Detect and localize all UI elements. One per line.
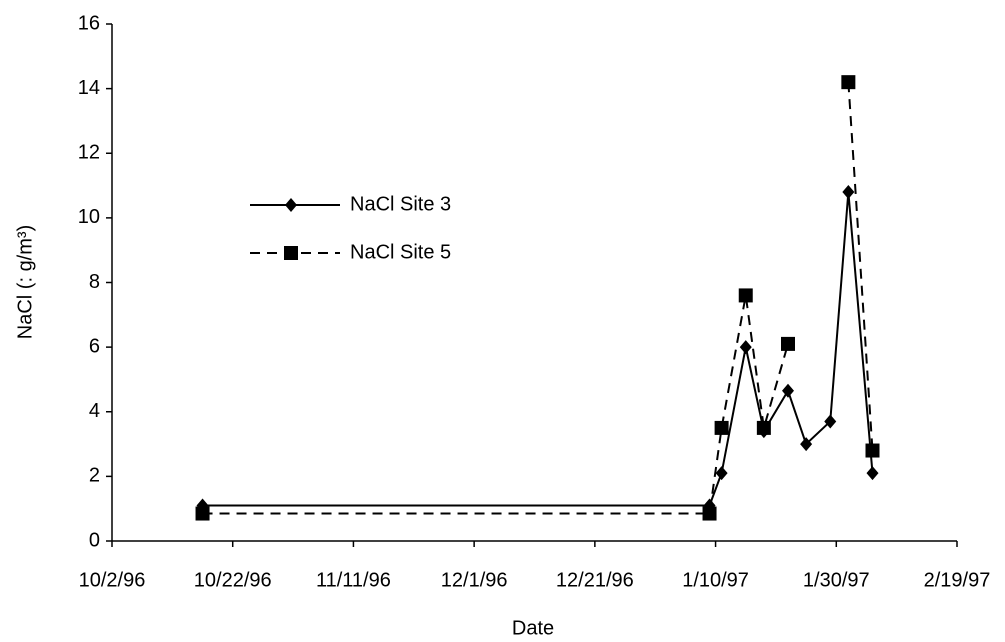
y-tick-label: 4 [89, 400, 100, 422]
y-tick-label: 2 [89, 465, 100, 487]
x-tick-label: 12/21/96 [556, 569, 634, 591]
marker [781, 336, 795, 351]
legend-label: NaCl Site 3 [350, 193, 451, 215]
marker [756, 420, 771, 435]
x-tick-label: 10/2/96 [79, 569, 146, 591]
marker [824, 414, 837, 429]
y-tick-label: 14 [78, 77, 100, 99]
marker [284, 246, 298, 260]
y-tick-label: 10 [78, 206, 100, 228]
series-line [202, 191, 874, 507]
x-axis-label: Date [512, 617, 554, 639]
x-tick-label: 2/19/97 [924, 569, 991, 591]
legend-label: NaCl Site 5 [350, 241, 451, 263]
marker [738, 288, 753, 303]
marker [841, 75, 856, 90]
x-tick-label: 1/10/97 [682, 569, 749, 591]
x-tick-label: 12/1/96 [441, 569, 508, 591]
marker [800, 437, 813, 452]
marker [715, 466, 728, 481]
y-axis-label: NaCl (: g/m³) [14, 225, 36, 339]
marker [782, 383, 794, 398]
y-tick-label: 0 [89, 529, 100, 551]
marker [842, 185, 855, 200]
marker [865, 443, 880, 458]
marker [702, 506, 717, 521]
series-line [202, 82, 874, 515]
marker [739, 340, 752, 355]
marker [866, 466, 879, 481]
y-tick-label: 6 [89, 335, 100, 357]
marker [285, 198, 297, 212]
y-tick-label: 16 [78, 12, 100, 34]
x-tick-label: 1/30/97 [803, 569, 870, 591]
marker [714, 420, 729, 435]
x-tick-label: 11/11/96 [316, 569, 391, 591]
y-tick-label: 12 [78, 142, 100, 164]
marker [195, 506, 210, 521]
y-tick-label: 8 [89, 271, 100, 293]
x-tick-label: 10/22/96 [194, 569, 272, 591]
